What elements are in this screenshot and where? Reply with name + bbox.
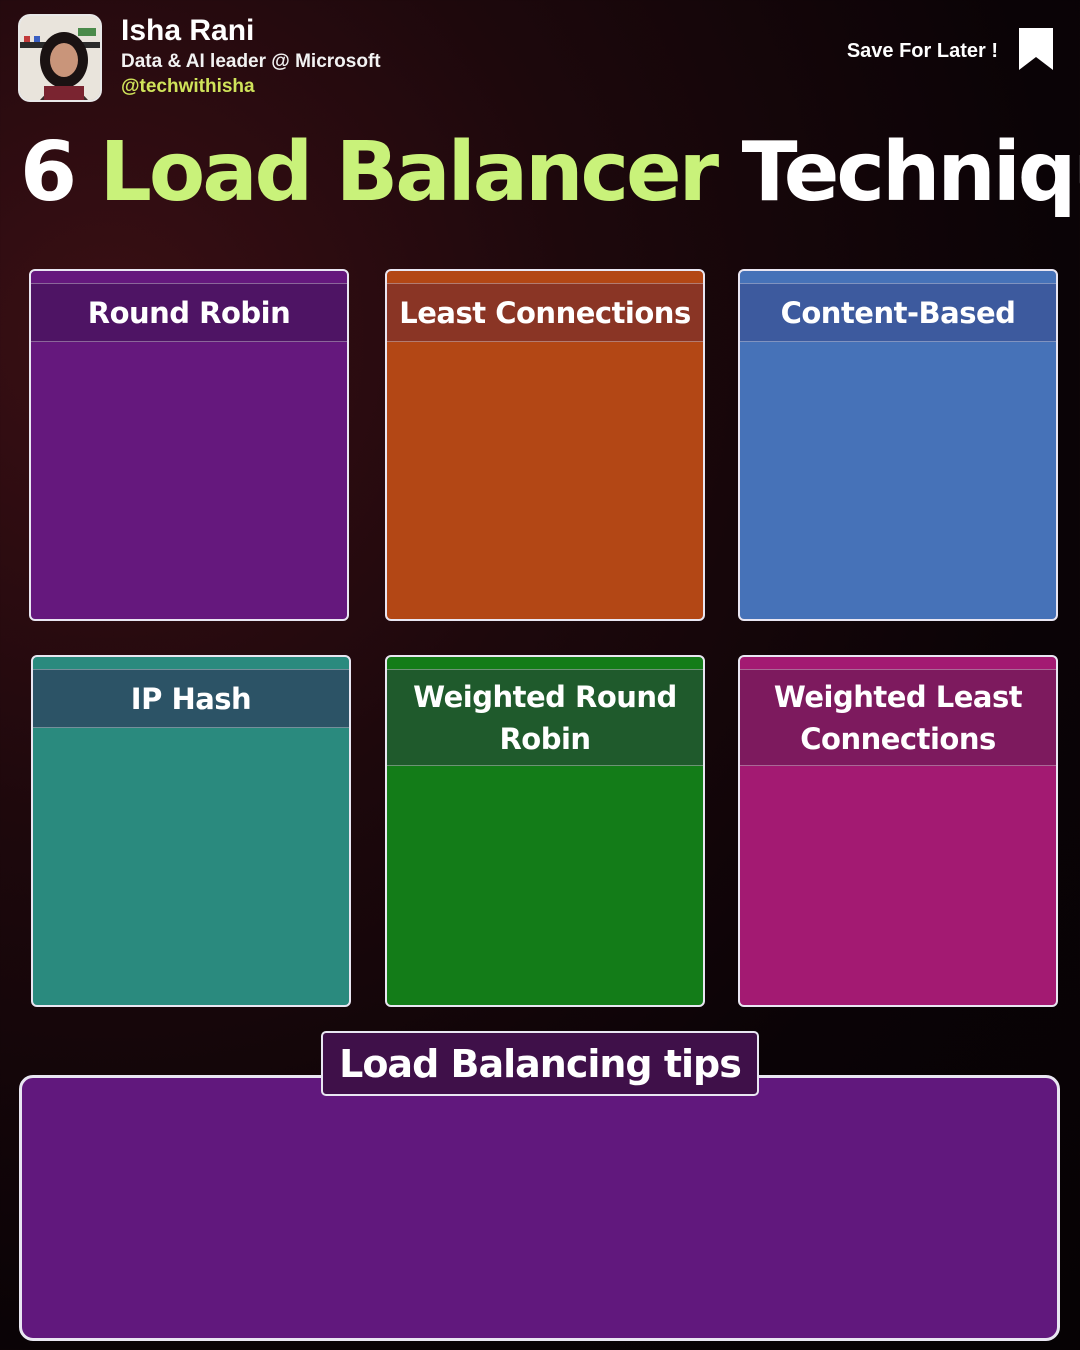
title-rest: Techniques xyxy=(741,125,1080,220)
card-weighted-least-connections-title: Weighted Least Connections xyxy=(740,669,1056,766)
card-ip-hash: IP Hash xyxy=(31,655,351,1007)
title-accent: Load Balancer xyxy=(99,125,719,220)
card-content-based-title: Content-Based xyxy=(740,283,1056,342)
author-header: Isha Rani Data & AI leader @ Microsoft @… xyxy=(18,14,1062,104)
card-weighted-round-robin: Weighted Round Robin xyxy=(385,655,705,1007)
card-round-robin-title: Round Robin xyxy=(31,283,347,342)
author-handle[interactable]: @techwithisha xyxy=(121,76,255,97)
card-weighted-least-connections: Weighted Least Connections xyxy=(738,655,1058,1007)
card-round-robin: Round Robin xyxy=(29,269,349,621)
card-content-based: Content-Based xyxy=(738,269,1058,621)
save-for-later-label[interactable]: Save For Later ! xyxy=(846,40,998,62)
card-ip-hash-title: IP Hash xyxy=(33,669,349,728)
tips-panel xyxy=(19,1075,1060,1341)
card-least-connections-title: Least Connections xyxy=(387,283,703,342)
title-number: 6 xyxy=(20,125,77,220)
tips-title: Load Balancing tips xyxy=(321,1031,759,1096)
card-least-connections: Least Connections xyxy=(385,269,705,621)
page-title: 6 Load Balancer Techniques xyxy=(20,118,1080,228)
author-avatar xyxy=(18,14,102,102)
card-weighted-round-robin-title: Weighted Round Robin xyxy=(387,669,703,766)
bookmark-icon[interactable] xyxy=(1018,27,1054,71)
author-name: Isha Rani xyxy=(121,14,255,47)
author-role: Data & AI leader @ Microsoft xyxy=(121,51,381,72)
